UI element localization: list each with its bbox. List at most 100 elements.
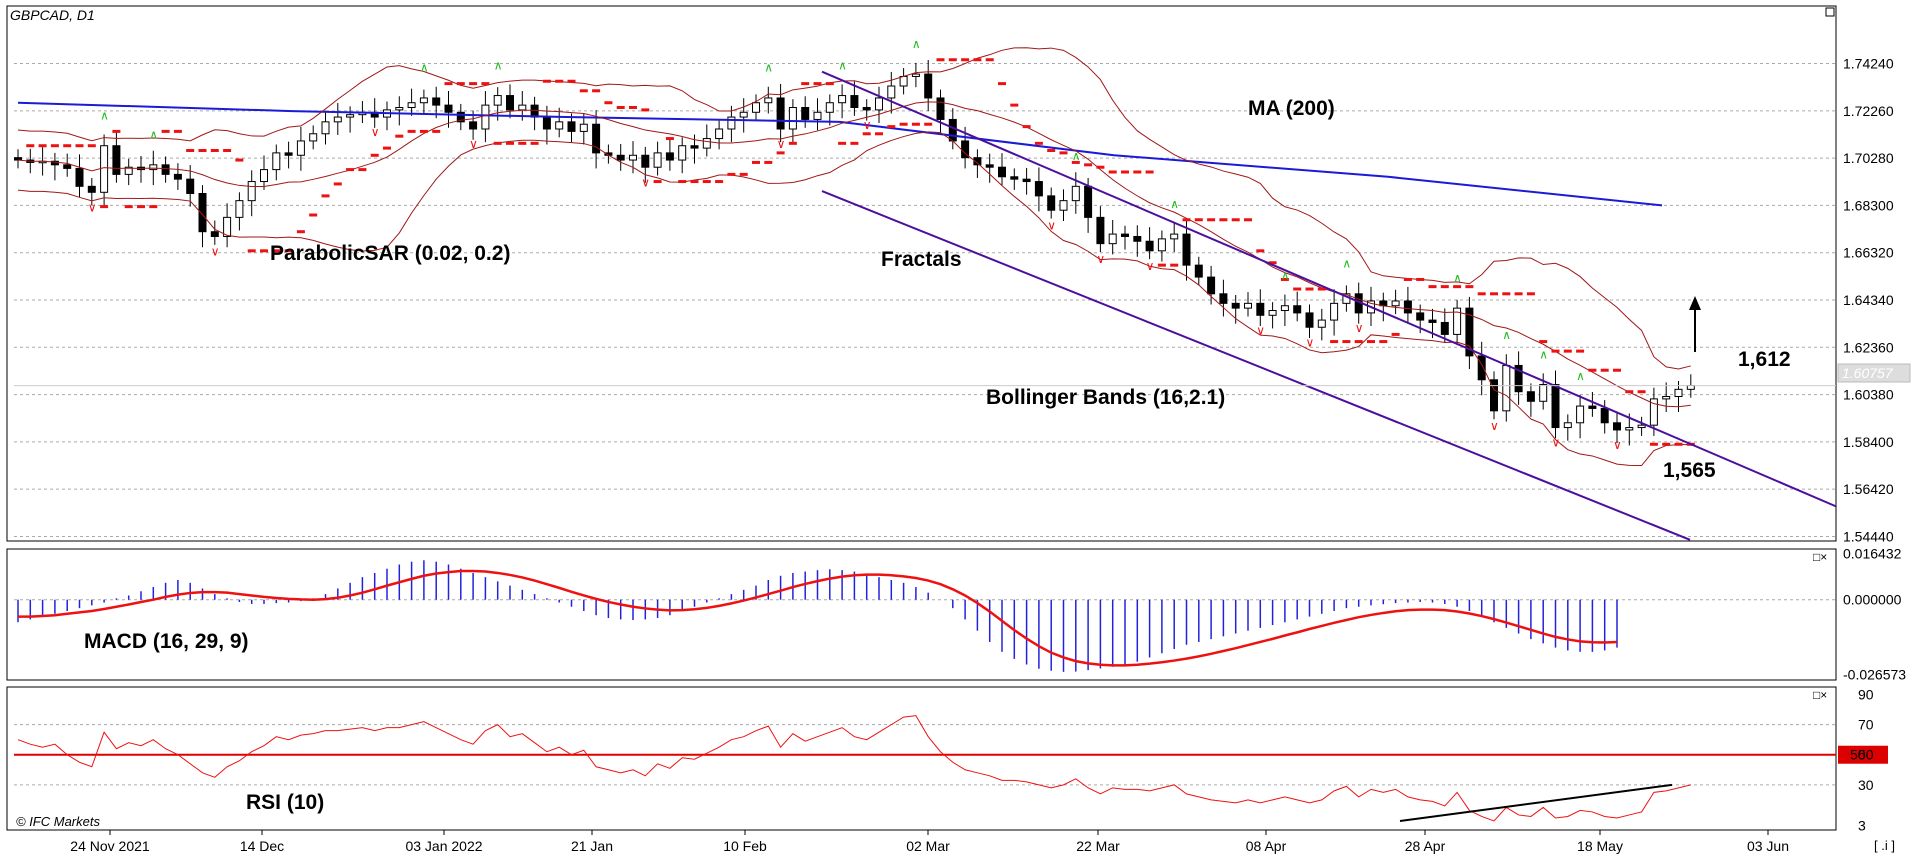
candle-body [1440, 321, 1449, 335]
candle-body [1477, 355, 1486, 381]
rsi-layer: 50 [14, 715, 1888, 822]
price-panel-frame [6, 5, 1837, 542]
candle-body [899, 75, 908, 87]
x-axis-date-label: 10 Feb [723, 838, 767, 854]
annotation-macd: MACD (16, 29, 9) [84, 630, 249, 653]
candle-body [727, 116, 736, 130]
price-tick-label: 1.58400 [1843, 434, 1894, 450]
bollinger-middle [17, 101, 1691, 408]
candle-body [1293, 305, 1302, 314]
candle-body [493, 95, 502, 106]
candle-body [1637, 424, 1646, 429]
maximize-icon[interactable] [1825, 7, 1835, 17]
rsi-tick-label: 90 [1858, 687, 1874, 703]
restore-icon-macd[interactable]: □× [1813, 550, 1827, 564]
candle-body [1551, 384, 1560, 429]
macd-tick-label: 0.000000 [1843, 592, 1902, 608]
candle-body [1268, 310, 1277, 316]
candle-body [641, 154, 650, 168]
candle-body [260, 169, 268, 183]
candle-body [1133, 235, 1142, 242]
fractal-up-icon: ∧ [838, 58, 847, 72]
macd-signal-line [18, 569, 1618, 667]
candle-body [924, 73, 933, 99]
candle-body [1010, 176, 1019, 180]
fractal-down-icon: ∨ [1490, 419, 1499, 433]
candle-body [210, 231, 219, 237]
candle-body [518, 104, 527, 111]
candle-body [395, 107, 404, 111]
candle-body [752, 102, 760, 113]
candle-body [776, 97, 785, 130]
fractal-down-icon: ∨ [1047, 218, 1056, 232]
zoom-icon[interactable]: [ .i ] [1874, 838, 1895, 853]
candle-body [702, 138, 711, 149]
rsi-tick-label: 50 [1858, 747, 1874, 763]
candle-body [112, 145, 121, 175]
candle-body [124, 166, 133, 175]
candle-body [1207, 276, 1216, 295]
candle-body [14, 157, 22, 161]
candle-body [1465, 307, 1474, 357]
candle-body [579, 123, 588, 132]
candle-body [542, 116, 551, 130]
candle-body [186, 178, 195, 194]
candle-body [629, 154, 637, 161]
annotation-rsi: RSI (10) [246, 791, 324, 814]
candle-body [272, 152, 281, 171]
candle-body [1453, 307, 1462, 335]
candle-body [715, 128, 724, 140]
price-tick-label: 1.60380 [1843, 387, 1894, 403]
candle-body [616, 154, 625, 161]
candle-body [432, 97, 441, 106]
price-tick-label: 1.56420 [1843, 481, 1894, 497]
x-axis-date-label: 18 May [1577, 838, 1623, 854]
price-tick-label: 1.68300 [1843, 197, 1894, 213]
candle-body [530, 104, 539, 118]
candle-body [1514, 364, 1523, 393]
fractal-down-icon: ∨ [863, 118, 872, 132]
fractal-down-icon: ∨ [1096, 252, 1105, 266]
fractal-up-icon: ∧ [1281, 268, 1290, 282]
restore-icon-rsi[interactable]: □× [1813, 688, 1827, 702]
candle-body [1170, 233, 1179, 240]
candle-body [739, 111, 748, 118]
candle-body [690, 145, 699, 149]
candle-body [309, 133, 318, 142]
candle-body [801, 107, 810, 120]
price-tick-label: 1.70280 [1843, 150, 1894, 166]
candle-body [825, 102, 834, 113]
fractal-up-icon: ∧ [1170, 197, 1179, 211]
candle-body [555, 121, 564, 130]
fractal-up-icon: ∧ [420, 61, 429, 75]
x-axis-date-label: 22 Mar [1076, 838, 1120, 854]
candle-body [1305, 312, 1314, 328]
candle-body [50, 160, 59, 166]
price-layer: ∨ ∧ ∧ ∨ ∨ ∧ ∨ ∧ ∨ ∧ ∨ ∧ ∨ ∧ ∨ ∧ ∨ ∨ ∧ ∨ ∧ ∨ ∧ ∨ ∧ ∨ ∧ ∧ ∨ ∧ ∨ [14, 37, 1837, 541]
candle-body [346, 114, 355, 118]
price-tick-label: 1.62360 [1843, 339, 1894, 355]
fractal-down-icon: ∨ [777, 137, 786, 151]
fractal-down-icon: ∨ [641, 175, 650, 189]
macd-panel-frame [6, 548, 1837, 681]
candle-body [1256, 302, 1265, 316]
fractal-down-icon: ∨ [1146, 259, 1155, 273]
ma200-line [17, 101, 1663, 207]
channel-lower-line [821, 190, 1691, 541]
candle-body [948, 118, 957, 142]
candle-body [161, 164, 170, 175]
candle-body [875, 97, 883, 111]
annotation-bollinger: Bollinger Bands (16,2.1) [986, 386, 1225, 409]
candle-body [321, 121, 330, 135]
candle-body [813, 111, 822, 120]
fractal-up-icon: ∧ [1453, 271, 1462, 285]
candle-body [1662, 396, 1671, 400]
x-axis-date-label: 28 Apr [1405, 838, 1446, 854]
annotation-level-down: 1,565 [1663, 459, 1716, 482]
candle-body [75, 167, 84, 187]
candle-body [1428, 319, 1437, 323]
candle-body [247, 181, 256, 202]
candle-body [911, 73, 920, 77]
candle-body [1022, 178, 1031, 183]
candle-body [1403, 300, 1412, 314]
